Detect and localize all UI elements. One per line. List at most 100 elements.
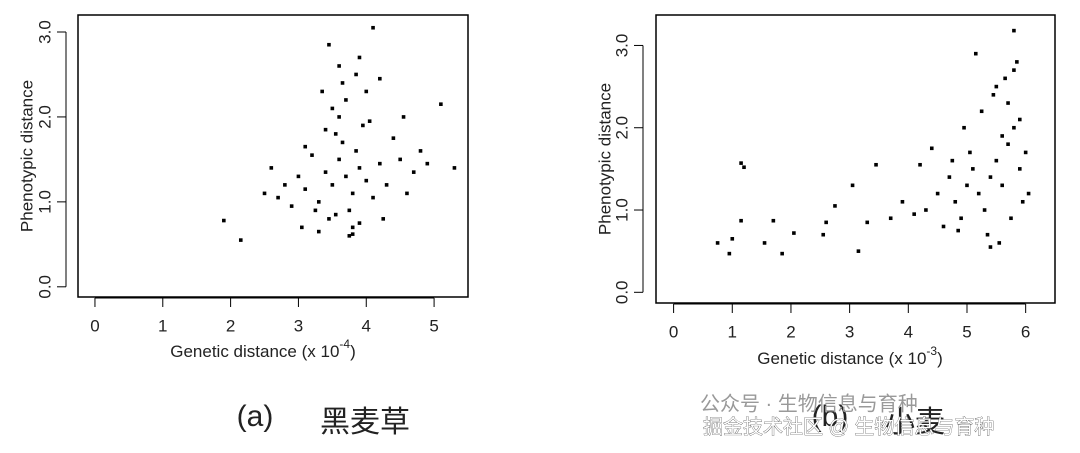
point [316,229,321,234]
point [320,89,324,94]
point [357,55,362,60]
point [1023,150,1028,155]
x-tick-label: 3 [845,322,854,341]
point [1012,68,1016,72]
plot-box [655,14,1056,304]
point [1012,28,1016,33]
point [350,232,355,236]
point [991,93,996,97]
point [289,204,294,208]
point [262,191,267,196]
point [1000,183,1004,188]
point [354,72,358,77]
point [1017,167,1022,171]
point [739,161,743,165]
point [378,161,382,166]
point [997,241,1002,245]
x-axis-title-end: ) [937,349,943,368]
point [1009,216,1013,221]
point [1012,125,1016,130]
x-tick-label: 5 [429,316,438,335]
point [313,208,318,213]
point [742,165,746,170]
point [1003,76,1007,81]
point [357,221,362,225]
point [350,225,355,230]
x-axis-title: Genetic distance (x 10-4) [170,337,356,361]
y-tick-label: 3.0 [35,20,54,44]
y-tick-label: 0.0 [35,275,54,299]
point [771,218,776,223]
point [384,183,389,187]
point [833,204,837,208]
point [994,84,999,89]
point [333,132,338,136]
point [941,224,946,229]
point [739,218,743,223]
point [968,150,972,155]
point [354,149,358,153]
y-tick-label: 0.0 [612,280,631,304]
point [973,51,978,56]
point [1006,101,1010,105]
y-tick-label: 2.0 [35,105,54,129]
point [935,191,940,196]
point [988,175,993,179]
point [425,161,430,166]
point [912,212,916,216]
point [727,251,732,256]
point [398,157,402,162]
x-tick-label: 2 [226,316,235,335]
point [850,183,855,188]
point [316,200,321,204]
y-tick-label: 3.0 [612,34,631,58]
point [344,98,348,102]
x-axis-title-text: Genetic distance (x 10 [170,342,339,361]
x-axis-title-text: Genetic distance (x 10 [757,349,926,368]
point [856,249,861,253]
point [988,245,993,249]
point [296,174,301,179]
point [439,102,443,106]
x-axis-title: Genetic distance (x 10-3) [757,344,943,368]
point [381,217,386,221]
watermark: 掘金技术社区 @ 生物信息与育种 [703,415,994,438]
point [418,149,423,153]
point [865,220,870,225]
x-axis-title-end: ) [350,342,356,361]
y-axis-title: Phenotypic distance [17,80,36,232]
point [340,140,345,145]
point [405,191,409,196]
point [333,212,338,217]
point [959,216,963,221]
point [918,162,922,167]
point [1017,117,1022,122]
x-tick-label: 0 [90,316,99,335]
point [391,136,396,140]
point [1015,60,1019,64]
point [888,216,893,221]
point [364,89,369,94]
point [976,191,981,196]
point [821,232,826,237]
y-axis-title: Phenotypic distance [595,83,614,235]
x-tick-label: 1 [158,316,167,335]
point [985,232,990,237]
point [347,208,352,213]
point [956,228,960,233]
x-tick-label: 5 [962,322,971,341]
point [1006,142,1010,146]
x-tick-label: 1 [728,322,737,341]
point [367,119,372,123]
point [300,225,304,230]
point [371,25,375,30]
point [962,125,966,130]
point [371,195,375,200]
x-tick-label: 3 [294,316,303,335]
point [364,178,369,183]
point [792,231,796,235]
point [327,42,331,47]
point [337,157,341,162]
point [357,166,362,170]
